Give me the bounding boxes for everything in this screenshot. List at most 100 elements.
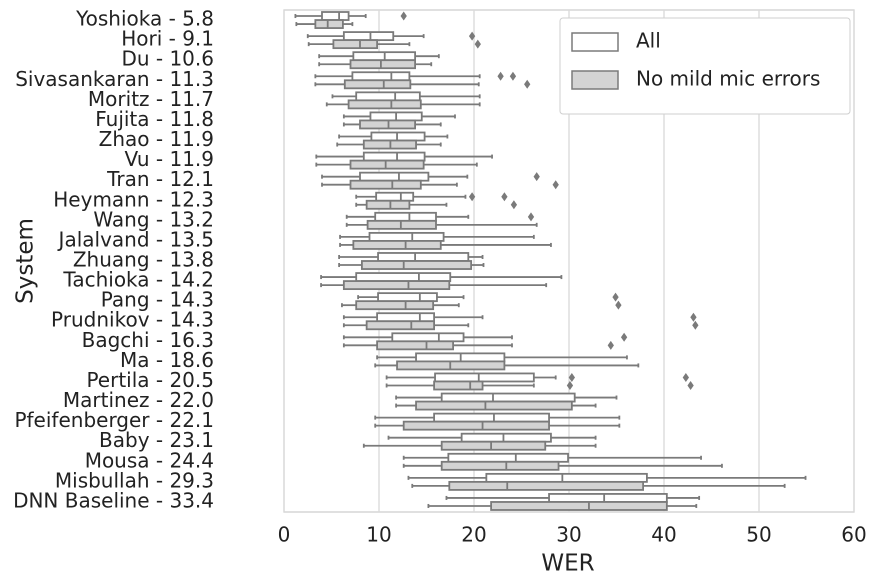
box xyxy=(440,460,560,471)
y-tick-label: Fujita - 11.8 xyxy=(95,107,214,131)
y-tick-label: Hori - 9.1 xyxy=(121,27,214,51)
outlier xyxy=(568,372,575,382)
box xyxy=(460,432,552,443)
y-tick-label: Pfeifenberger - 22.1 xyxy=(14,408,214,432)
box xyxy=(440,392,576,403)
legend-swatch xyxy=(571,32,619,52)
y-tick-label: Mousa - 24.4 xyxy=(85,448,214,472)
legend-label: No mild mic errors xyxy=(636,67,820,91)
box xyxy=(360,260,473,270)
outlier xyxy=(682,372,689,382)
outlier xyxy=(552,180,559,190)
box xyxy=(391,332,465,343)
outlier xyxy=(509,71,517,81)
box xyxy=(375,191,415,202)
box xyxy=(359,119,416,130)
y-tick-label: Martinez - 22.0 xyxy=(63,388,214,412)
outlier xyxy=(468,192,476,202)
y-tick-label: Jalalvand - 13.5 xyxy=(57,227,214,251)
box xyxy=(377,292,438,303)
legend-label: All xyxy=(636,29,661,53)
outlier xyxy=(468,31,476,41)
box xyxy=(490,501,668,511)
outlier xyxy=(690,312,697,322)
box xyxy=(374,211,437,222)
box xyxy=(355,272,452,282)
box xyxy=(402,420,550,431)
box xyxy=(548,493,668,503)
x-tick-label: 0 xyxy=(278,523,291,547)
box xyxy=(415,400,573,411)
outlier xyxy=(524,79,531,89)
box xyxy=(314,19,344,29)
box xyxy=(370,131,426,142)
outlier xyxy=(510,200,518,210)
y-tick-label: Misbullah - 29.3 xyxy=(55,468,214,492)
outlier xyxy=(497,71,504,81)
y-tick-label: Zhuang - 13.8 xyxy=(73,248,214,272)
outlier xyxy=(474,39,481,49)
box xyxy=(351,71,411,82)
box xyxy=(448,480,644,491)
box xyxy=(349,59,416,70)
box xyxy=(485,472,648,483)
box xyxy=(362,151,426,162)
legend xyxy=(559,17,851,115)
box xyxy=(440,440,547,451)
legend-swatch xyxy=(571,70,619,90)
outlier xyxy=(533,172,540,182)
x-axis-label: WER xyxy=(541,551,594,577)
y-tick-label: Du - 10.6 xyxy=(121,47,214,71)
box xyxy=(342,31,395,42)
y-tick-label: Yoshioka - 5.8 xyxy=(75,7,214,31)
outlier xyxy=(400,11,407,21)
outlier xyxy=(607,340,614,350)
box xyxy=(433,380,484,391)
box xyxy=(349,159,425,170)
outlier xyxy=(620,332,628,342)
box xyxy=(352,240,442,250)
box xyxy=(365,320,435,331)
outlier xyxy=(501,192,508,202)
y-tick-label: Pertila - 20.5 xyxy=(86,368,214,392)
y-tick-label: Heymann - 12.3 xyxy=(53,187,214,211)
y-tick-label: DNN Baseline - 33.4 xyxy=(13,488,214,512)
y-tick-label: Pang - 14.3 xyxy=(101,288,214,312)
outlier xyxy=(527,212,535,222)
y-tick-label: Baby - 23.1 xyxy=(99,428,214,452)
box xyxy=(376,312,436,323)
box xyxy=(368,231,445,242)
box xyxy=(377,252,470,262)
y-tick-label: Prudnikov - 14.3 xyxy=(51,308,214,332)
y-tick-label: Ma - 18.6 xyxy=(120,348,214,372)
box xyxy=(355,91,421,102)
outlier xyxy=(566,380,574,390)
box xyxy=(343,79,412,90)
outlier xyxy=(692,320,699,330)
y-tick-label: Sivasankaran - 11.3 xyxy=(15,67,214,91)
y-tick-label: Tran - 12.1 xyxy=(106,167,214,191)
y-axis-label: System xyxy=(13,218,39,304)
box xyxy=(366,219,437,230)
box xyxy=(359,171,430,182)
box xyxy=(433,412,550,423)
y-tick-label: Tachioka - 14.2 xyxy=(62,268,214,292)
x-tick-label: 50 xyxy=(746,523,771,547)
box xyxy=(342,280,451,291)
outlier xyxy=(615,300,622,310)
y-tick-label: Moritz - 11.7 xyxy=(88,87,214,111)
box xyxy=(347,99,422,110)
y-tick-label: Zhao - 11.9 xyxy=(99,127,214,151)
outlier xyxy=(687,380,694,390)
box xyxy=(321,11,350,21)
x-tick-label: 10 xyxy=(366,523,391,547)
box xyxy=(434,372,535,383)
y-tick-label: Bagchi - 16.3 xyxy=(82,328,214,352)
box xyxy=(365,199,411,210)
box xyxy=(376,340,455,351)
x-tick-label: 60 xyxy=(841,523,866,547)
x-tick-label: 30 xyxy=(556,523,581,547)
x-tick-label: 20 xyxy=(461,523,486,547)
box xyxy=(349,179,422,190)
